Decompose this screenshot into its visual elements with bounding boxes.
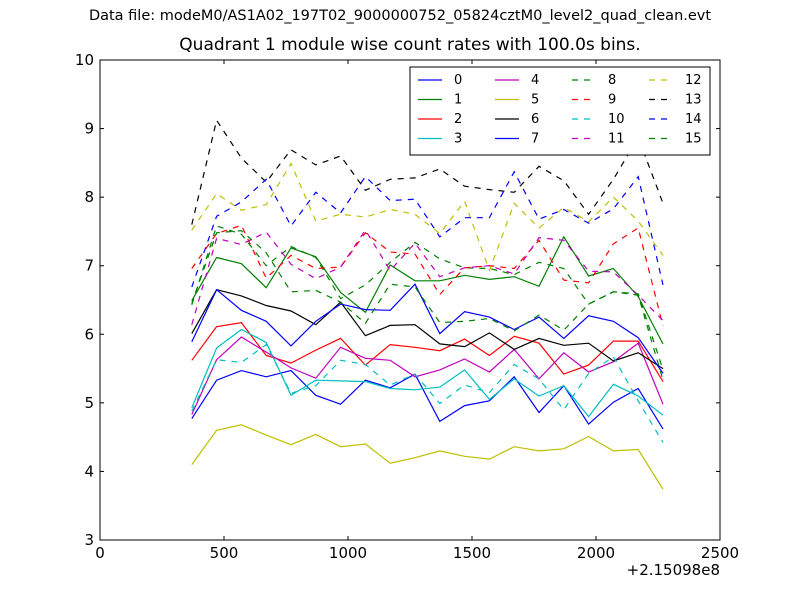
legend-label-4: 4 (531, 73, 539, 88)
series-line-0 (191, 369, 664, 430)
data-file-suptitle: Data file: modeM0/AS1A02_197T02_90000007… (88, 8, 712, 24)
plot-frame (99, 59, 721, 541)
chart-title: Quadrant 1 module wise count rates with … (179, 35, 641, 55)
x-tick-label: 0 (95, 544, 105, 562)
y-tick-label: 5 (84, 394, 94, 412)
legend-label-3: 3 (454, 132, 462, 147)
x-tick-label: 1000 (329, 544, 367, 562)
series-line-4 (191, 336, 664, 415)
x-tick-label: 2000 (577, 544, 615, 562)
x-axis-offset-label: +2.15098e8 (626, 561, 720, 579)
series-line-14 (191, 170, 664, 288)
legend-label-10: 10 (608, 112, 625, 127)
x-tick-label: 500 (210, 544, 239, 562)
series-line-1 (191, 235, 664, 345)
legend-label-12: 12 (685, 73, 702, 88)
series-line-8 (191, 225, 664, 381)
series-line-11 (191, 228, 664, 325)
series-line-12 (191, 162, 664, 273)
series-line-2 (191, 321, 664, 382)
legend-label-2: 2 (454, 112, 462, 127)
series-line-7 (191, 283, 664, 374)
legend-label-0: 0 (454, 73, 462, 88)
y-tick-label: 8 (84, 188, 94, 206)
y-tick-label: 10 (75, 51, 94, 69)
legend-label-15: 15 (685, 132, 702, 147)
x-tick-label: 2500 (701, 544, 739, 562)
legend-label-7: 7 (531, 132, 539, 147)
legend-label-6: 6 (531, 112, 539, 127)
y-tick-label: 4 (84, 462, 94, 480)
series-line-10 (191, 343, 664, 443)
y-tick-label: 6 (84, 325, 94, 343)
legend-label-1: 1 (454, 93, 462, 108)
x-tick-label: 1500 (453, 544, 491, 562)
y-tick-label: 7 (84, 257, 94, 275)
legend-label-11: 11 (608, 132, 625, 147)
legend-label-14: 14 (685, 112, 702, 127)
series-line-5 (191, 424, 664, 490)
y-tick-label: 3 (84, 531, 94, 549)
legend-label-5: 5 (531, 93, 539, 108)
series-line-3 (191, 328, 664, 418)
series-line-15 (191, 230, 664, 371)
legend-box (409, 66, 711, 156)
series-line-13 (191, 118, 664, 225)
legend-label-8: 8 (608, 73, 616, 88)
series-line-9 (191, 224, 664, 327)
y-tick-label: 9 (84, 120, 94, 138)
legend-label-9: 9 (608, 93, 616, 108)
series-line-6 (191, 289, 664, 370)
legend-label-13: 13 (685, 93, 702, 108)
